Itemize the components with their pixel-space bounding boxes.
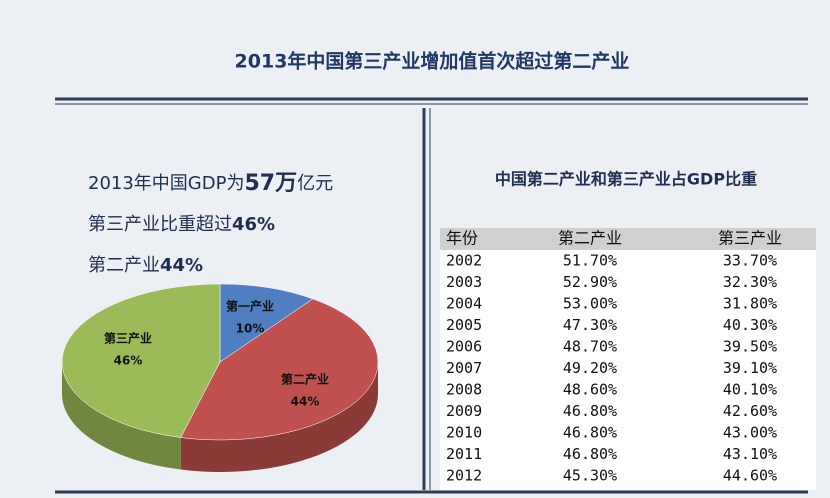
summary-line: 2013年中国GDP为57万亿元 [88,171,333,196]
summary-highlight: 46% [232,214,275,235]
table-cell: 31.80% [723,295,777,313]
table-header: 第三产业 [718,229,782,248]
table-cell: 46.80% [563,445,617,463]
table-cell: 43.10% [723,445,777,463]
summary-highlight: 44% [160,255,203,276]
table-cell: 39.10% [723,359,777,377]
summary-highlight: 57万 [244,171,297,196]
table-cell: 47.30% [563,316,617,334]
table-cell: 45.30% [563,467,617,485]
summary-text: 第二产业 [88,255,160,276]
summary-line: 第二产业44% [88,255,203,276]
table-cell: 46.80% [563,424,617,442]
table-cell: 40.10% [723,381,777,399]
table-cell: 2009 [446,402,482,420]
slice-value: 44% [291,395,320,409]
table-cell: 2012 [446,467,482,485]
slice-label: 第一产业 [226,299,274,314]
table-cell: 53.00% [563,295,617,313]
table-cell: 49.20% [563,359,617,377]
table-cell: 51.70% [563,252,617,270]
table-body-bg [440,250,816,490]
summary-line: 第三产业比重超过46% [88,214,275,235]
table-cell: 44.60% [723,467,777,485]
table-header: 第二产业 [558,229,622,248]
slice-label: 第二产业 [281,372,329,387]
table-cell: 2007 [446,359,482,377]
table-header: 年份 [446,229,478,248]
summary-text: 第三产业比重超过 [88,214,232,235]
table-header-bg [440,228,816,250]
table-cell: 2003 [446,273,482,291]
table-cell: 2010 [446,424,482,442]
table-cell: 2011 [446,445,482,463]
table-cell: 32.30% [723,273,777,291]
table-cell: 40.30% [723,316,777,334]
table-cell: 2005 [446,316,482,334]
table-cell: 39.50% [723,338,777,356]
pie-slice [61,283,221,438]
table-cell: 2004 [446,295,482,313]
table-cell: 43.00% [723,424,777,442]
table-title: 中国第二产业和第三产业占GDP比重 [495,170,757,189]
pie-side [62,362,181,470]
table-cell: 48.70% [563,338,617,356]
pie-side [180,362,378,473]
summary-text: 2013年中国GDP为 [88,173,244,194]
table-cell: 46.80% [563,402,617,420]
frame [55,97,808,494]
table-cell: 2008 [446,381,482,399]
pie-slice [180,298,379,441]
table-cell: 2002 [446,252,482,270]
page-title: 2013年中国第三产业增加值首次超过第二产业 [235,50,630,73]
slice-value: 46% [114,354,143,368]
summary-text: 亿元 [297,173,333,194]
table-cell: 48.60% [563,381,617,399]
table-cell: 33.70% [723,252,777,270]
pie-slice [219,283,314,363]
slice-value: 10% [236,322,265,336]
table-cell: 42.60% [723,402,777,420]
table-cell: 52.90% [563,273,617,291]
slice-label: 第三产业 [104,331,152,346]
table-cell: 2006 [446,338,482,356]
